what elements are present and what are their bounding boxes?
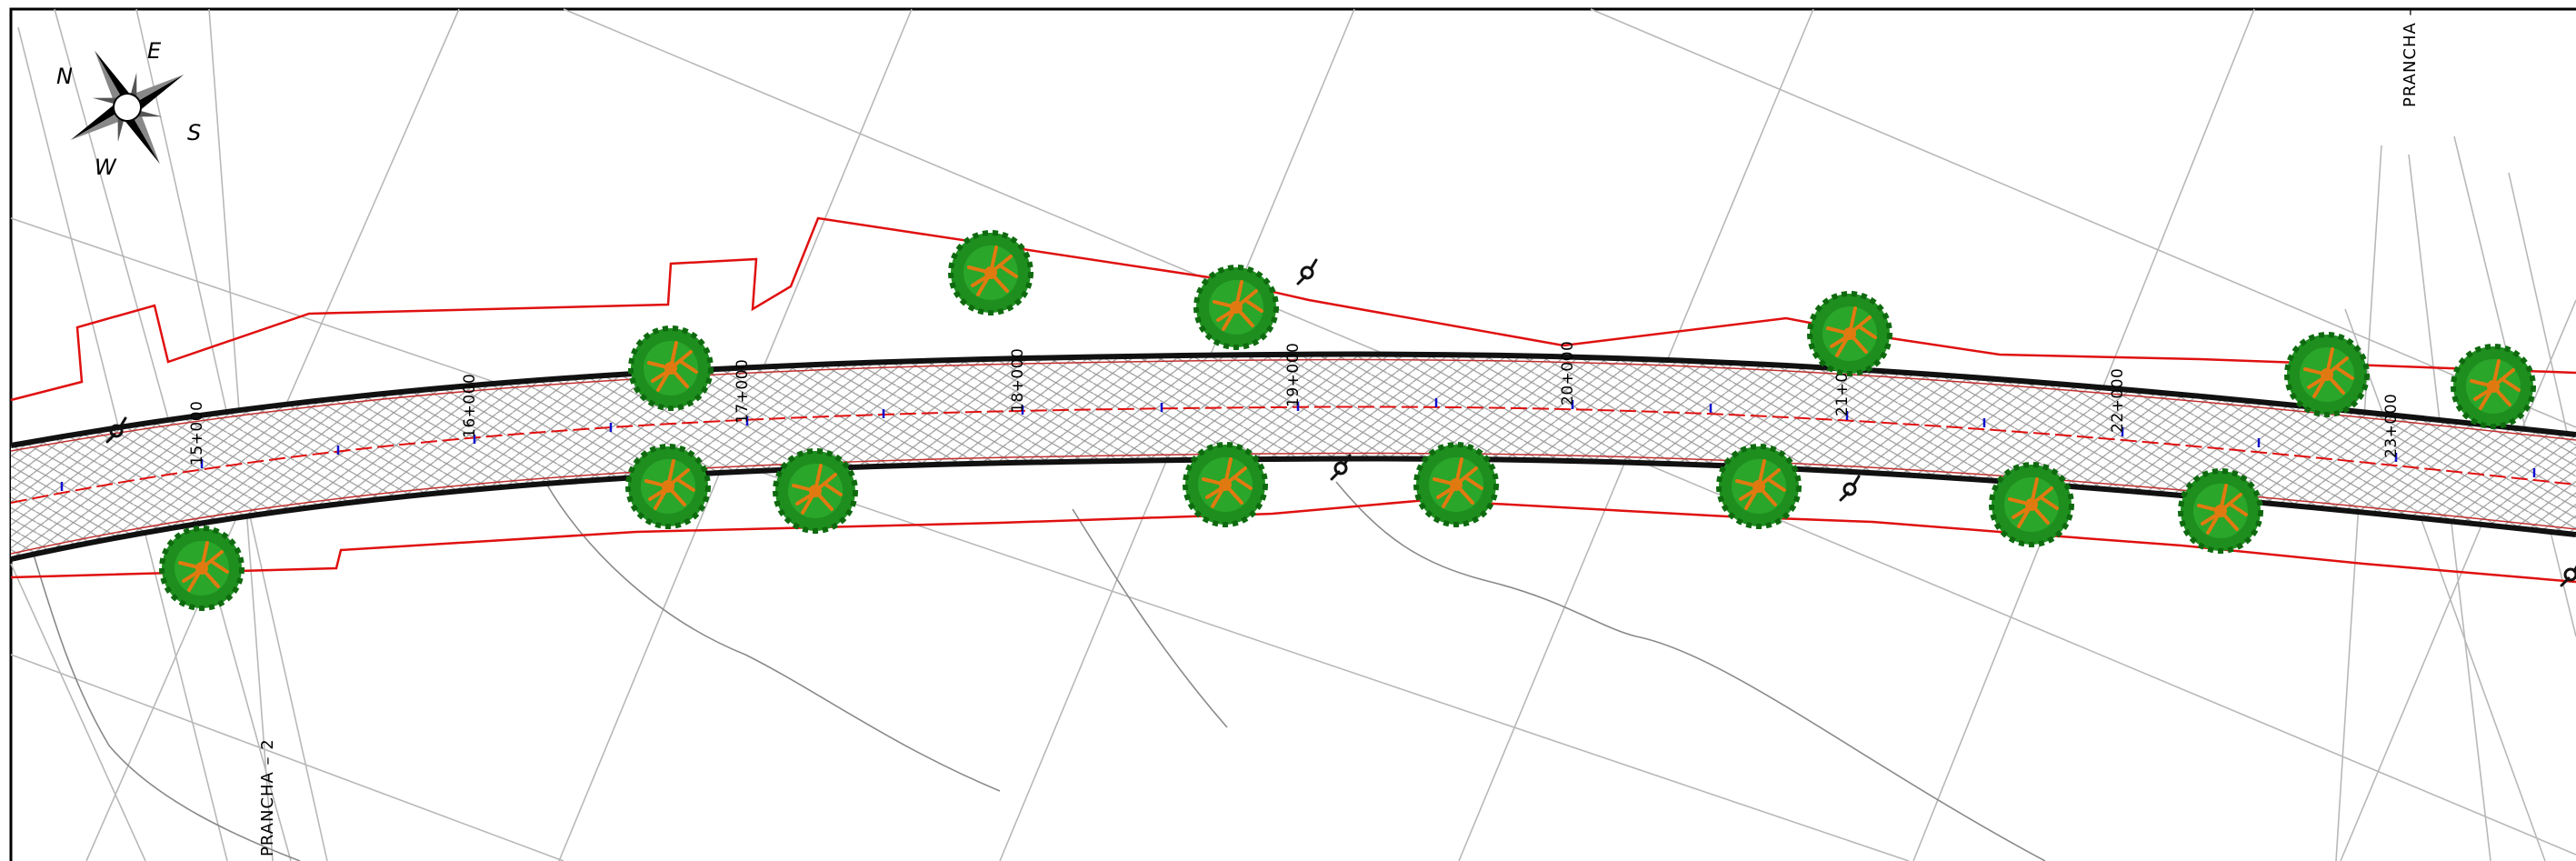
svg-text:23+000: 23+000: [2382, 394, 2401, 458]
station-labels: 15+000 16+000 17+000 18+000 19+000 20+00…: [188, 341, 2401, 466]
svg-text:20+000: 20+000: [1559, 341, 1577, 405]
station-label: 15+000: [188, 401, 206, 466]
tree-icon: [2453, 346, 2533, 426]
svg-text:22+000: 22+000: [2109, 368, 2127, 433]
tree-icon: [628, 446, 708, 526]
station-label: 23+000: [2382, 394, 2401, 458]
compass-w-label: W: [95, 155, 117, 180]
tree-icon: [1185, 445, 1265, 525]
sheet-label-right: PRANCHA – 3: [2401, 0, 2420, 107]
compass-rose-icon: [70, 50, 185, 165]
tree-icon: [631, 328, 711, 408]
tree-icon: [2287, 335, 2367, 415]
tree-icon: [1416, 445, 1496, 525]
svg-text:16+000: 16+000: [461, 374, 479, 438]
station-label: 16+000: [461, 374, 479, 438]
station-label: 19+000: [1284, 343, 1303, 407]
road-edge-bottom-inner: [10, 452, 2576, 555]
station-label: 22+000: [2109, 368, 2127, 433]
sheet-label-left: PRANCHA – 2: [258, 738, 277, 856]
svg-text:PRANCHA – 2: PRANCHA – 2: [258, 738, 277, 856]
tree-icon: [1719, 446, 1799, 526]
station-label: 17+000: [734, 359, 752, 424]
road-centerline: [10, 405, 2576, 504]
road-edge-top: [10, 351, 2576, 448]
svg-text:19+000: 19+000: [1284, 343, 1303, 407]
road-edge-top-inner: [10, 358, 2576, 452]
tree-icon: [775, 451, 855, 531]
station-label: 20+000: [1559, 341, 1577, 405]
tree-icon: [1992, 465, 2072, 545]
station-label: 18+000: [1009, 348, 1027, 413]
compass-e-label: E: [147, 38, 162, 64]
tree-icon: [951, 233, 1031, 313]
tree-icon: [1196, 267, 1276, 347]
tree-icon: [1810, 294, 1890, 374]
svg-text:18+000: 18+000: [1009, 348, 1027, 413]
svg-text:15+000: 15+000: [188, 401, 206, 466]
svg-text:PRANCHA – 3: PRANCHA – 3: [2401, 0, 2420, 107]
road-edge-bottom: [10, 456, 2576, 562]
compass-n-label: N: [56, 64, 73, 89]
station-ticks: [60, 398, 2536, 491]
tree-icon: [2181, 471, 2261, 551]
compass-s-label: S: [187, 120, 201, 145]
svg-text:17+000: 17+000: [734, 359, 752, 424]
tree-icon: [162, 528, 242, 608]
